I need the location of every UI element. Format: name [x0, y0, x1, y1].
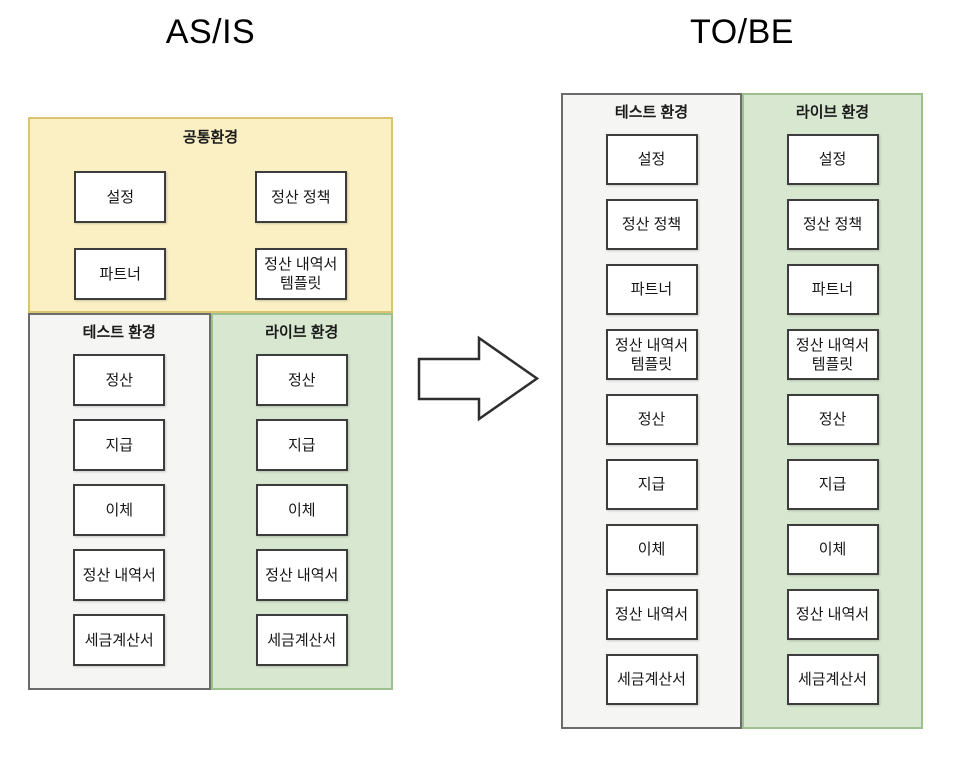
transform-arrow-icon — [417, 335, 540, 422]
module-box-payout: 지급 — [73, 419, 166, 471]
module-box-settings: 설정 — [605, 134, 698, 185]
asis-env-row: 테스트 환경 정산 지급 이체 정산 내역서 세금계산서 라이브 환경 정산 지… — [28, 313, 393, 690]
module-box-payout: 지급 — [786, 459, 879, 510]
module-box-tax-invoice: 세금계산서 — [73, 614, 166, 666]
module-box-tax-invoice: 세금계산서 — [605, 654, 698, 705]
test-env-label: 테스트 환경 — [82, 324, 156, 341]
live-env-label: 라이브 환경 — [265, 324, 339, 341]
module-box-settlement-statement-template: 정산 내역서 템플릿 — [786, 329, 879, 380]
module-box-settlement-statement: 정산 내역서 — [255, 549, 348, 601]
module-box-partner: 파트너 — [605, 264, 698, 315]
module-box-settlement-statement-template: 정산 내역서 템플릿 — [605, 329, 698, 380]
module-box-transfer: 이체 — [786, 524, 879, 575]
asis-test-env-column: 테스트 환경 정산 지급 이체 정산 내역서 세금계산서 — [28, 313, 211, 690]
asis-live-box-list: 정산 지급 이체 정산 내역서 세금계산서 — [255, 354, 348, 666]
common-env-grid: 설정 정산 정책 파트너 정산 내역서 템플릿 — [30, 171, 391, 300]
test-env-label: 테스트 환경 — [614, 104, 689, 121]
module-box-settlement-policy: 정산 정책 — [254, 171, 347, 223]
live-env-label: 라이브 환경 — [795, 104, 870, 121]
module-box-settlement-policy: 정산 정책 — [786, 199, 879, 250]
asis-diagram: 공통환경 설정 정산 정책 파트너 정산 내역서 템플릿 테스트 환경 정산 지… — [28, 117, 393, 690]
module-box-transfer: 이체 — [73, 484, 166, 536]
module-box-transfer: 이체 — [605, 524, 698, 575]
tobe-live-env-column: 라이브 환경 설정 정산 정책 파트너 정산 내역서 템플릿 정산 지급 이체 … — [742, 93, 923, 729]
module-box-partner: 파트너 — [74, 248, 167, 300]
asis-title: AS/IS — [165, 13, 256, 51]
module-box-payout: 지급 — [255, 419, 348, 471]
module-box-settlement-statement: 정산 내역서 — [786, 589, 879, 640]
module-box-settlement-policy: 정산 정책 — [605, 199, 698, 250]
module-box-settlement: 정산 — [786, 394, 879, 445]
asis-test-box-list: 정산 지급 이체 정산 내역서 세금계산서 — [73, 354, 166, 666]
tobe-title: TO/BE — [690, 13, 794, 51]
tobe-diagram: 테스트 환경 설정 정산 정책 파트너 정산 내역서 템플릿 정산 지급 이체 … — [561, 93, 923, 729]
module-box-settlement-statement: 정산 내역서 — [605, 589, 698, 640]
module-box-payout: 지급 — [605, 459, 698, 510]
tobe-test-box-list: 설정 정산 정책 파트너 정산 내역서 템플릿 정산 지급 이체 정산 내역서 … — [605, 134, 698, 705]
module-box-tax-invoice: 세금계산서 — [786, 654, 879, 705]
tobe-live-box-list: 설정 정산 정책 파트너 정산 내역서 템플릿 정산 지급 이체 정산 내역서 … — [786, 134, 879, 705]
module-box-settings: 설정 — [786, 134, 879, 185]
module-box-settlement-statement: 정산 내역서 — [73, 549, 166, 601]
common-env-label: 공통환경 — [182, 129, 239, 146]
module-box-transfer: 이체 — [255, 484, 348, 536]
tobe-test-env-column: 테스트 환경 설정 정산 정책 파트너 정산 내역서 템플릿 정산 지급 이체 … — [561, 93, 742, 729]
module-box-partner: 파트너 — [786, 264, 879, 315]
module-box-settings: 설정 — [74, 171, 167, 223]
module-box-tax-invoice: 세금계산서 — [255, 614, 348, 666]
module-box-settlement-statement-template: 정산 내역서 템플릿 — [254, 248, 347, 300]
module-box-settlement: 정산 — [255, 354, 348, 406]
common-env-section: 공통환경 설정 정산 정책 파트너 정산 내역서 템플릿 — [28, 117, 393, 313]
asis-live-env-column: 라이브 환경 정산 지급 이체 정산 내역서 세금계산서 — [210, 313, 393, 690]
module-box-settlement: 정산 — [73, 354, 166, 406]
module-box-settlement: 정산 — [605, 394, 698, 445]
